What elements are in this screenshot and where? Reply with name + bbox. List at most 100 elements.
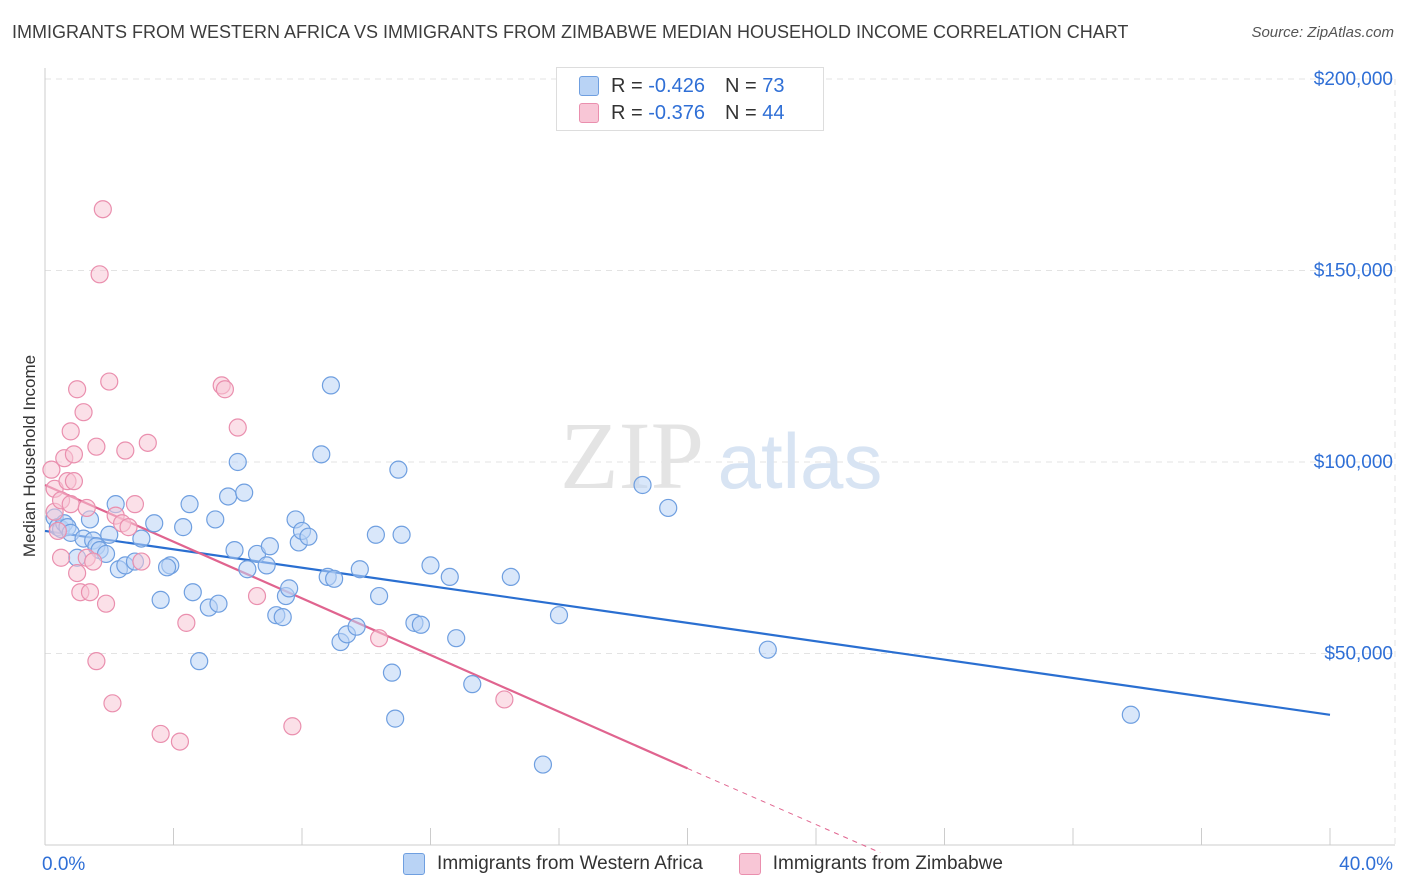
source-label: Source: ZipAtlas.com [1251, 24, 1394, 41]
point-zimbabwe [100, 372, 119, 391]
point-zimbabwe [84, 552, 103, 571]
point-zimbabwe [283, 717, 302, 736]
point-western-africa [533, 755, 553, 774]
point-western-africa [1121, 705, 1140, 724]
point-zimbabwe [80, 583, 100, 602]
point-western-africa [463, 675, 482, 694]
point-zimbabwe [138, 433, 157, 452]
point-western-africa [157, 558, 177, 577]
point-western-africa [350, 560, 369, 579]
point-zimbabwe [170, 732, 190, 751]
series-swatch-blue [403, 853, 426, 875]
legend-r-value-pink: -0.376 [648, 101, 705, 124]
point-western-africa [180, 495, 199, 514]
point-zimbabwe [116, 441, 135, 460]
point-western-africa [280, 579, 299, 598]
point-western-africa [758, 640, 777, 659]
point-western-africa [501, 567, 520, 587]
tick-labels: $50,000 $100,000 $150,000 $200,000 0.0% 40.0% [42, 69, 1393, 875]
series-legend-item-western-africa: Immigrants from Western Africa [403, 853, 703, 875]
point-western-africa [659, 498, 678, 518]
point-western-africa [370, 586, 389, 606]
trend-line-zimbabwe [44, 483, 688, 770]
legend-r-value-blue: -0.426 [648, 74, 705, 97]
x-tick-label: 40.0% [1339, 854, 1393, 875]
legend-swatch-pink [579, 103, 599, 123]
point-western-africa [257, 556, 276, 575]
point-zimbabwe [68, 563, 87, 583]
point-western-africa [325, 569, 344, 588]
point-zimbabwe [96, 594, 116, 613]
point-zimbabwe [370, 629, 389, 648]
point-western-africa [219, 487, 238, 506]
point-zimbabwe [74, 403, 93, 422]
point-zimbabwe [90, 265, 109, 284]
point-zimbabwe [495, 690, 514, 709]
y-tick-label: $200,000 [1314, 69, 1393, 90]
point-western-africa [260, 537, 279, 556]
point-western-africa [100, 525, 119, 544]
series-swatch-pink [738, 853, 761, 875]
point-western-africa [321, 376, 341, 395]
legend-n-label: N = [724, 101, 757, 124]
point-western-africa [421, 556, 440, 575]
watermark: ZIP atlas [560, 402, 882, 509]
point-western-africa [549, 606, 569, 625]
point-zimbabwe [48, 521, 67, 541]
point-western-africa [382, 663, 402, 682]
y-tick-label: $150,000 [1314, 261, 1393, 282]
series-legend-item-zimbabwe: Immigrants from Zimbabwe [738, 853, 1003, 875]
point-western-africa [145, 514, 164, 533]
point-western-africa [347, 617, 366, 636]
point-western-africa [183, 583, 202, 602]
series-label-zimbabwe: Immigrants from Zimbabwe [772, 853, 1003, 874]
point-western-africa [392, 525, 411, 544]
point-western-africa [312, 445, 331, 464]
point-western-africa [386, 709, 405, 728]
point-western-africa [225, 540, 244, 560]
point-western-africa [299, 527, 318, 546]
point-western-africa [209, 594, 228, 613]
point-western-africa [440, 567, 459, 587]
point-zimbabwe [151, 724, 170, 744]
point-western-africa [273, 608, 292, 627]
point-zimbabwe [42, 460, 61, 479]
point-zimbabwe [87, 437, 106, 456]
point-western-africa [151, 590, 170, 609]
point-zimbabwe [125, 495, 145, 514]
trend-line-zimbabwe-extension [687, 767, 881, 854]
trend-lines [44, 483, 1331, 854]
point-zimbabwe [64, 445, 84, 464]
point-western-africa [447, 629, 466, 648]
point-western-africa [228, 452, 247, 472]
point-western-africa [132, 529, 151, 548]
point-zimbabwe [247, 586, 267, 606]
legend-n-value-blue: 73 [762, 74, 785, 97]
point-western-africa [238, 560, 257, 579]
point-zimbabwe [215, 380, 234, 399]
point-zimbabwe [177, 613, 196, 632]
legend-r-label: R = [611, 101, 643, 124]
point-western-africa [235, 483, 254, 502]
legend-n-value-pink: 44 [762, 101, 785, 124]
point-zimbabwe [132, 552, 151, 571]
point-zimbabwe [64, 472, 84, 491]
legend-row-pink: R = -0.376 N = 44 [579, 100, 784, 126]
point-zimbabwe [87, 652, 106, 671]
point-zimbabwe [77, 498, 96, 518]
point-zimbabwe [228, 418, 247, 437]
point-zimbabwe [119, 518, 138, 537]
axes [44, 68, 1395, 846]
point-western-africa [411, 615, 430, 634]
point-western-africa [190, 652, 209, 671]
point-zimbabwe [93, 200, 112, 219]
watermark-atlas: atlas [718, 417, 883, 505]
point-western-africa [366, 525, 385, 544]
legend-n-label: N = [724, 74, 757, 97]
point-western-africa [633, 475, 652, 495]
x-tick-label: 0.0% [42, 854, 85, 875]
watermark-zip: ZIP [560, 402, 704, 509]
point-zimbabwe [103, 694, 122, 713]
point-western-africa [206, 510, 225, 529]
